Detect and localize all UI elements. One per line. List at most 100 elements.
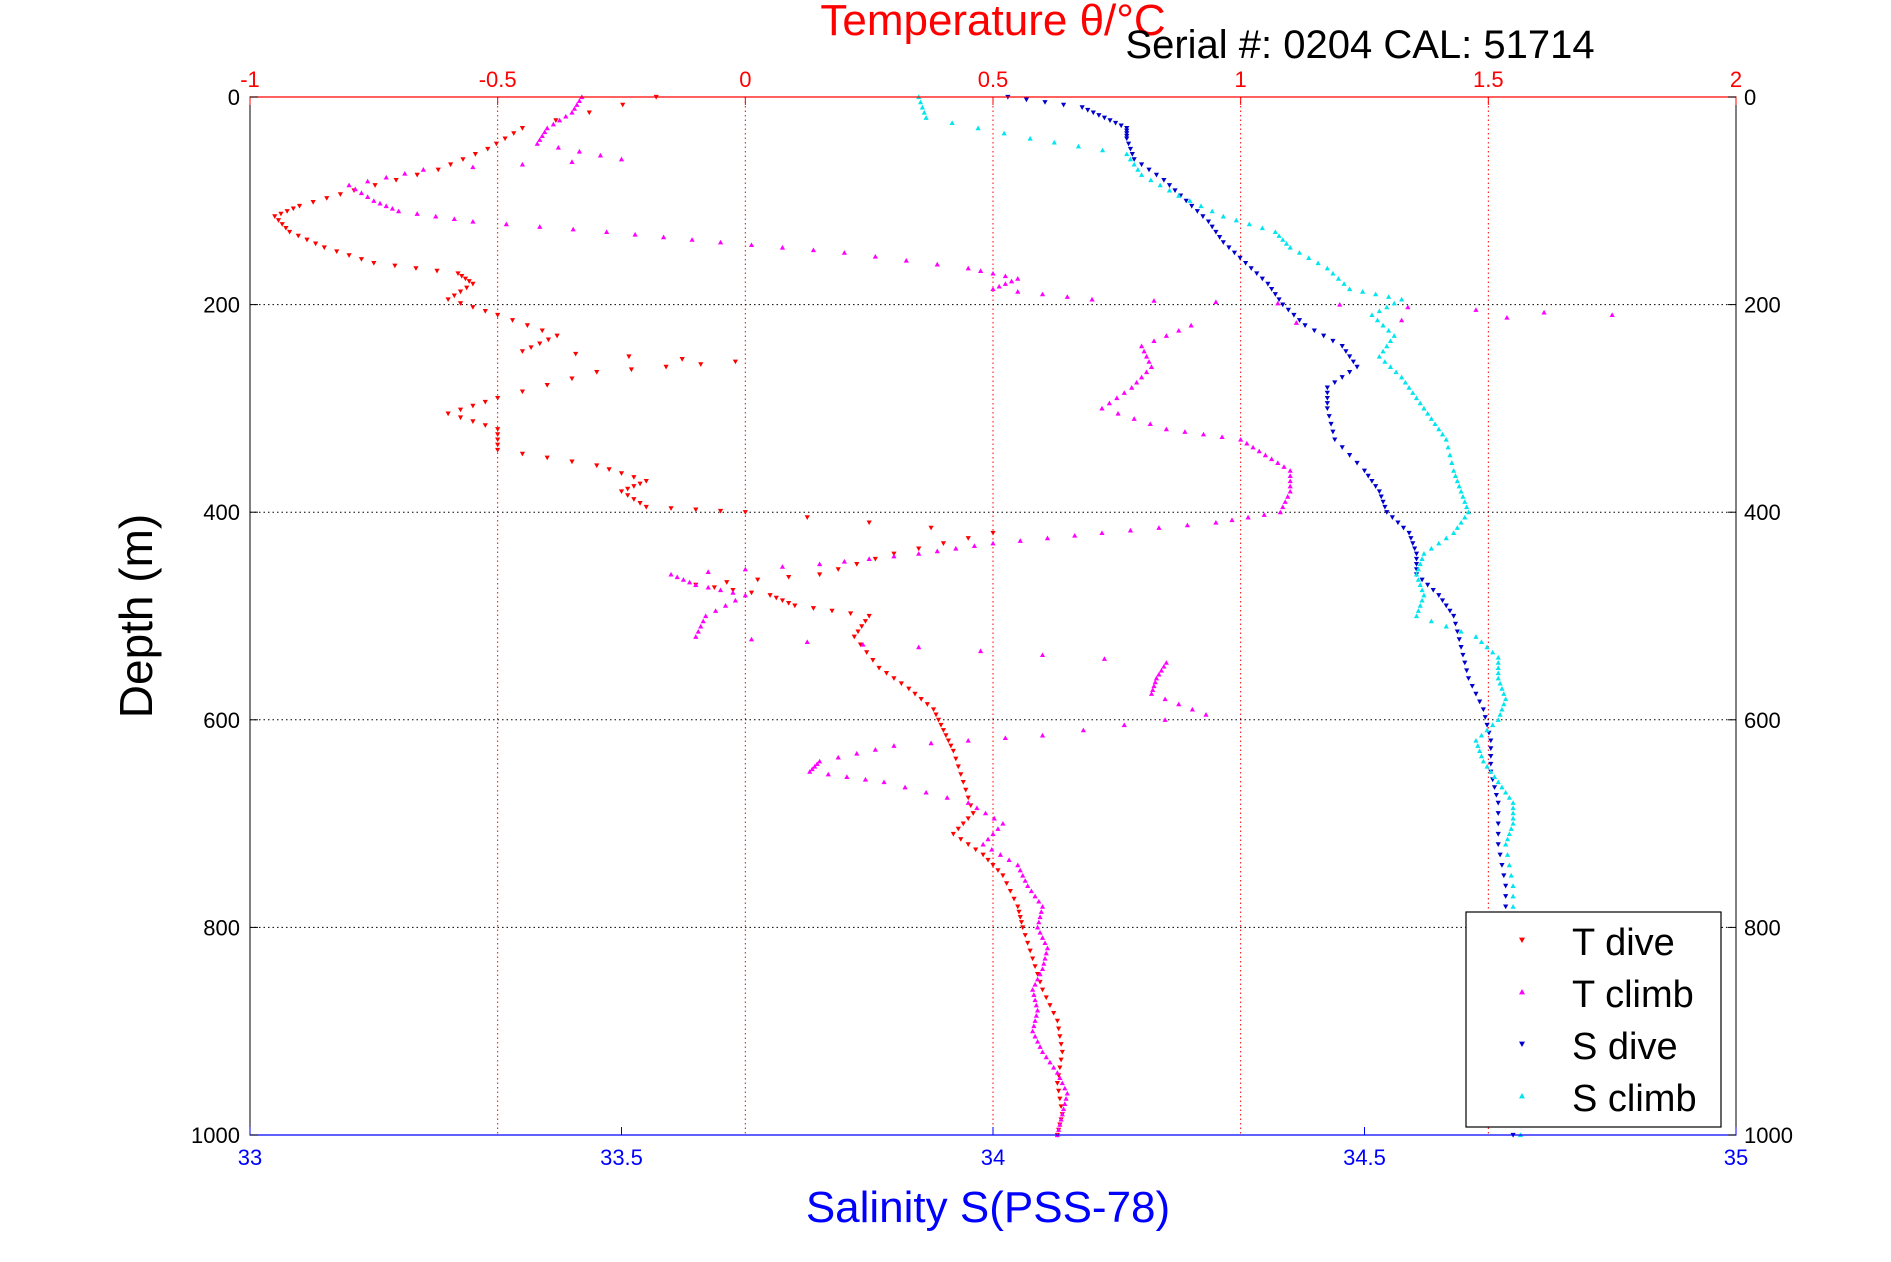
data-point-s-climb bbox=[1417, 400, 1423, 406]
data-point-t-climb bbox=[1051, 1064, 1057, 1070]
data-point-t-dive bbox=[631, 484, 637, 489]
data-point-t-climb bbox=[470, 218, 476, 224]
data-point-t-dive bbox=[455, 271, 461, 277]
data-point-s-dive bbox=[1495, 821, 1501, 827]
data-point-t-dive bbox=[829, 608, 835, 614]
data-point-t-dive bbox=[1059, 1049, 1065, 1055]
data-point-s-climb bbox=[1198, 203, 1204, 209]
data-point-t-dive bbox=[628, 367, 635, 373]
data-point-t-climb bbox=[1121, 390, 1127, 395]
data-point-s-climb bbox=[1399, 296, 1405, 302]
data-point-s-climb bbox=[919, 104, 926, 110]
data-point-t-climb bbox=[862, 776, 869, 782]
data-point-t-climb bbox=[396, 208, 402, 214]
data-point-s-climb bbox=[1283, 241, 1290, 246]
data-point-t-dive bbox=[1056, 1088, 1062, 1094]
data-point-s-dive bbox=[1183, 198, 1189, 204]
data-point-s-climb bbox=[1276, 233, 1282, 238]
data-point-s-climb bbox=[1421, 405, 1427, 411]
data-point-t-dive bbox=[970, 811, 976, 816]
data-point-t-dive bbox=[457, 415, 464, 421]
data-point-t-climb bbox=[1213, 299, 1219, 305]
data-point-t-dive bbox=[1058, 1042, 1064, 1047]
data-point-s-climb bbox=[1495, 779, 1501, 785]
data-point-t-dive bbox=[334, 249, 340, 255]
data-point-s-dive bbox=[1237, 255, 1243, 261]
data-point-t-dive bbox=[950, 748, 956, 754]
data-point-t-climb bbox=[1143, 369, 1150, 375]
data-point-t-climb bbox=[1032, 1033, 1038, 1039]
data-point-s-climb bbox=[1462, 499, 1468, 504]
data-point-s-climb bbox=[1386, 327, 1392, 333]
data-point-s-dive bbox=[1495, 811, 1501, 816]
data-point-s-dive bbox=[1503, 883, 1509, 889]
data-point-t-climb bbox=[1399, 317, 1405, 323]
data-point-s-climb bbox=[1428, 618, 1434, 624]
data-point-t-climb bbox=[1039, 732, 1046, 738]
data-point-t-climb bbox=[1148, 364, 1155, 369]
data-point-t-climb bbox=[841, 250, 847, 255]
data-point-s-climb bbox=[1410, 390, 1416, 395]
data-point-t-dive bbox=[990, 530, 996, 536]
data-point-t-climb bbox=[1250, 444, 1256, 450]
data-point-t-dive bbox=[462, 276, 469, 282]
data-point-t-dive bbox=[872, 556, 878, 562]
data-point-t-climb bbox=[1031, 1023, 1037, 1029]
data-point-t-climb bbox=[996, 283, 1002, 289]
data-point-s-climb bbox=[1495, 717, 1501, 722]
data-point-t-dive bbox=[482, 399, 488, 405]
data-point-t-climb bbox=[377, 200, 383, 206]
data-point-t-dive bbox=[804, 515, 810, 520]
data-point-t-climb bbox=[365, 178, 371, 184]
depth-tick-label-right: 400 bbox=[1744, 500, 1781, 525]
data-point-t-dive bbox=[862, 619, 869, 624]
data-point-t-dive bbox=[950, 831, 956, 837]
data-point-t-climb bbox=[1261, 512, 1267, 517]
data-point-t-dive bbox=[855, 629, 861, 635]
data-point-s-dive bbox=[1101, 115, 1108, 121]
data-point-s-climb bbox=[1380, 348, 1386, 354]
salinity-tick-label: 33.5 bbox=[600, 1145, 643, 1170]
data-point-t-climb bbox=[1017, 538, 1023, 543]
data-point-s-climb bbox=[1341, 281, 1347, 286]
data-point-t-climb bbox=[383, 203, 389, 209]
data-point-s-climb bbox=[1495, 665, 1501, 670]
data-point-s-dive bbox=[1209, 224, 1215, 230]
data-point-t-climb bbox=[1176, 701, 1182, 707]
data-point-t-dive bbox=[346, 253, 352, 258]
data-point-s-climb bbox=[1443, 623, 1449, 629]
data-point-s-dive bbox=[1456, 637, 1462, 642]
data-point-s-climb bbox=[1428, 545, 1434, 551]
data-point-t-climb bbox=[1032, 1018, 1038, 1023]
data-point-s-climb bbox=[1209, 208, 1215, 214]
temperature-tick-label: 2 bbox=[1730, 67, 1742, 92]
data-point-t-dive bbox=[711, 585, 717, 591]
data-point-s-dive bbox=[1406, 530, 1412, 536]
data-point-t-climb bbox=[1080, 727, 1086, 733]
data-point-s-dive bbox=[1166, 183, 1173, 188]
data-point-t-climb bbox=[1287, 478, 1293, 484]
data-point-s-dive bbox=[1464, 668, 1470, 674]
data-point-t-dive bbox=[779, 598, 786, 604]
legend-label: T dive bbox=[1572, 922, 1675, 964]
data-point-t-climb bbox=[1151, 298, 1157, 303]
data-point-t-climb bbox=[1163, 333, 1169, 338]
data-point-t-dive bbox=[519, 349, 526, 354]
data-point-t-climb bbox=[1337, 302, 1343, 307]
data-point-t-climb bbox=[817, 561, 823, 567]
data-point-t-dive bbox=[372, 183, 378, 188]
depth-tick-label: 0 bbox=[228, 85, 240, 110]
data-point-s-dive bbox=[1291, 312, 1297, 318]
data-point-s-climb bbox=[1415, 577, 1421, 582]
data-point-s-dive bbox=[1413, 556, 1420, 562]
data-point-t-dive bbox=[958, 772, 964, 777]
data-point-s-dive bbox=[1482, 715, 1488, 720]
data-point-s-climb bbox=[923, 115, 929, 120]
data-point-s-climb bbox=[1510, 893, 1516, 899]
data-point-t-climb bbox=[1473, 307, 1479, 312]
data-point-t-dive bbox=[732, 359, 739, 365]
data-point-s-dive bbox=[1129, 152, 1135, 157]
data-point-t-climb bbox=[1161, 664, 1167, 669]
data-point-s-dive bbox=[1139, 162, 1145, 168]
